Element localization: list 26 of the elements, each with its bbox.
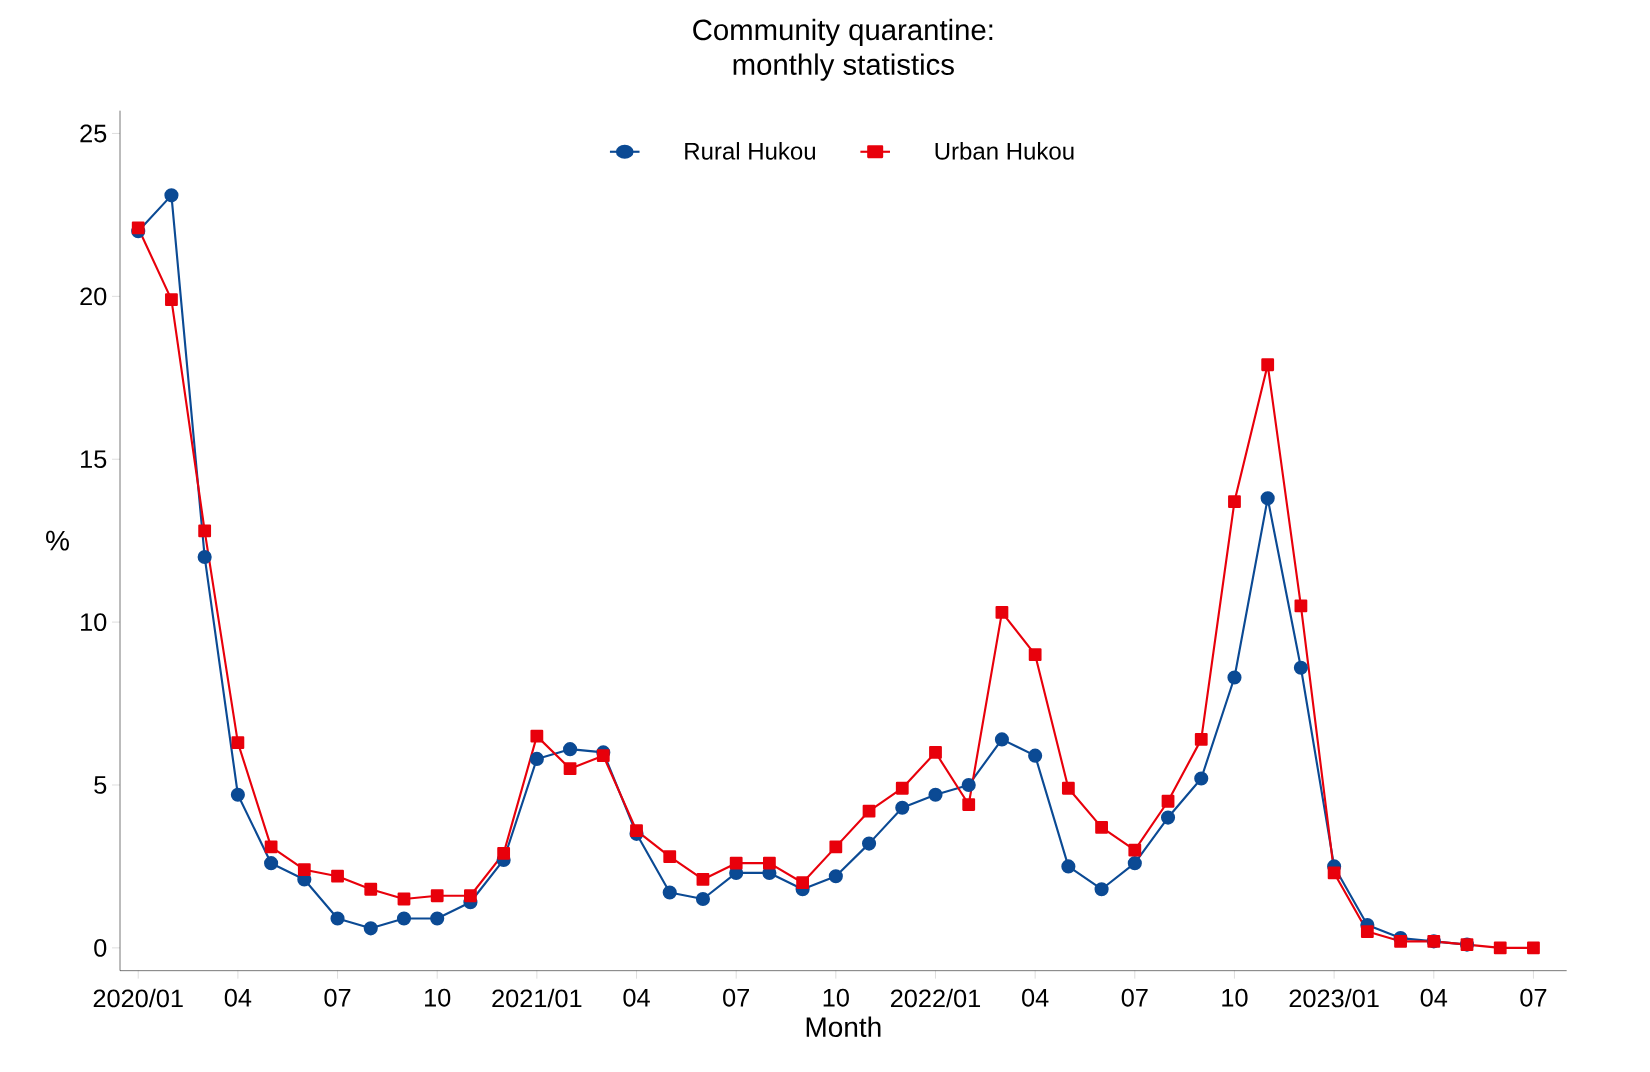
x-tick-label: 2020/01	[93, 988, 183, 1008]
y-tick-label: 10	[81, 613, 107, 632]
x-tick-label: 10	[823, 988, 849, 1007]
legend-label: Urban Hukou	[935, 142, 1074, 160]
x-tick-label: 2021/01	[492, 988, 582, 1008]
x-tick-label: 07	[723, 988, 749, 1007]
y-tick-label: 15	[81, 450, 107, 469]
y-tick-label: 0	[94, 938, 107, 957]
x-tick-label: 10	[425, 988, 451, 1007]
chart-title: Community quarantine: monthly statistics	[693, 18, 993, 81]
x-tick-label: 2023/01	[1289, 988, 1379, 1008]
x-tick-label: 2022/01	[890, 988, 981, 1008]
x-tick-label: 04	[1420, 988, 1448, 1007]
x-tick-label: 07	[1121, 988, 1148, 1007]
x-tick-label: 04	[623, 988, 650, 1007]
x-tick-label: 07	[1520, 988, 1547, 1007]
x-tick-label: 10	[1222, 988, 1248, 1007]
x-tick-label: 04	[1022, 988, 1049, 1007]
x-tick-label: 04	[224, 988, 252, 1007]
y-tick-label: 25	[80, 124, 107, 143]
legend-label: Rural Hukou	[685, 142, 816, 160]
y-tick-label: 20	[80, 287, 107, 306]
y-tick-label: 5	[94, 776, 107, 794]
x-axis-title: Month	[806, 1016, 881, 1038]
x-tick-label: 07	[324, 988, 351, 1007]
y-axis-title: %	[46, 530, 69, 551]
